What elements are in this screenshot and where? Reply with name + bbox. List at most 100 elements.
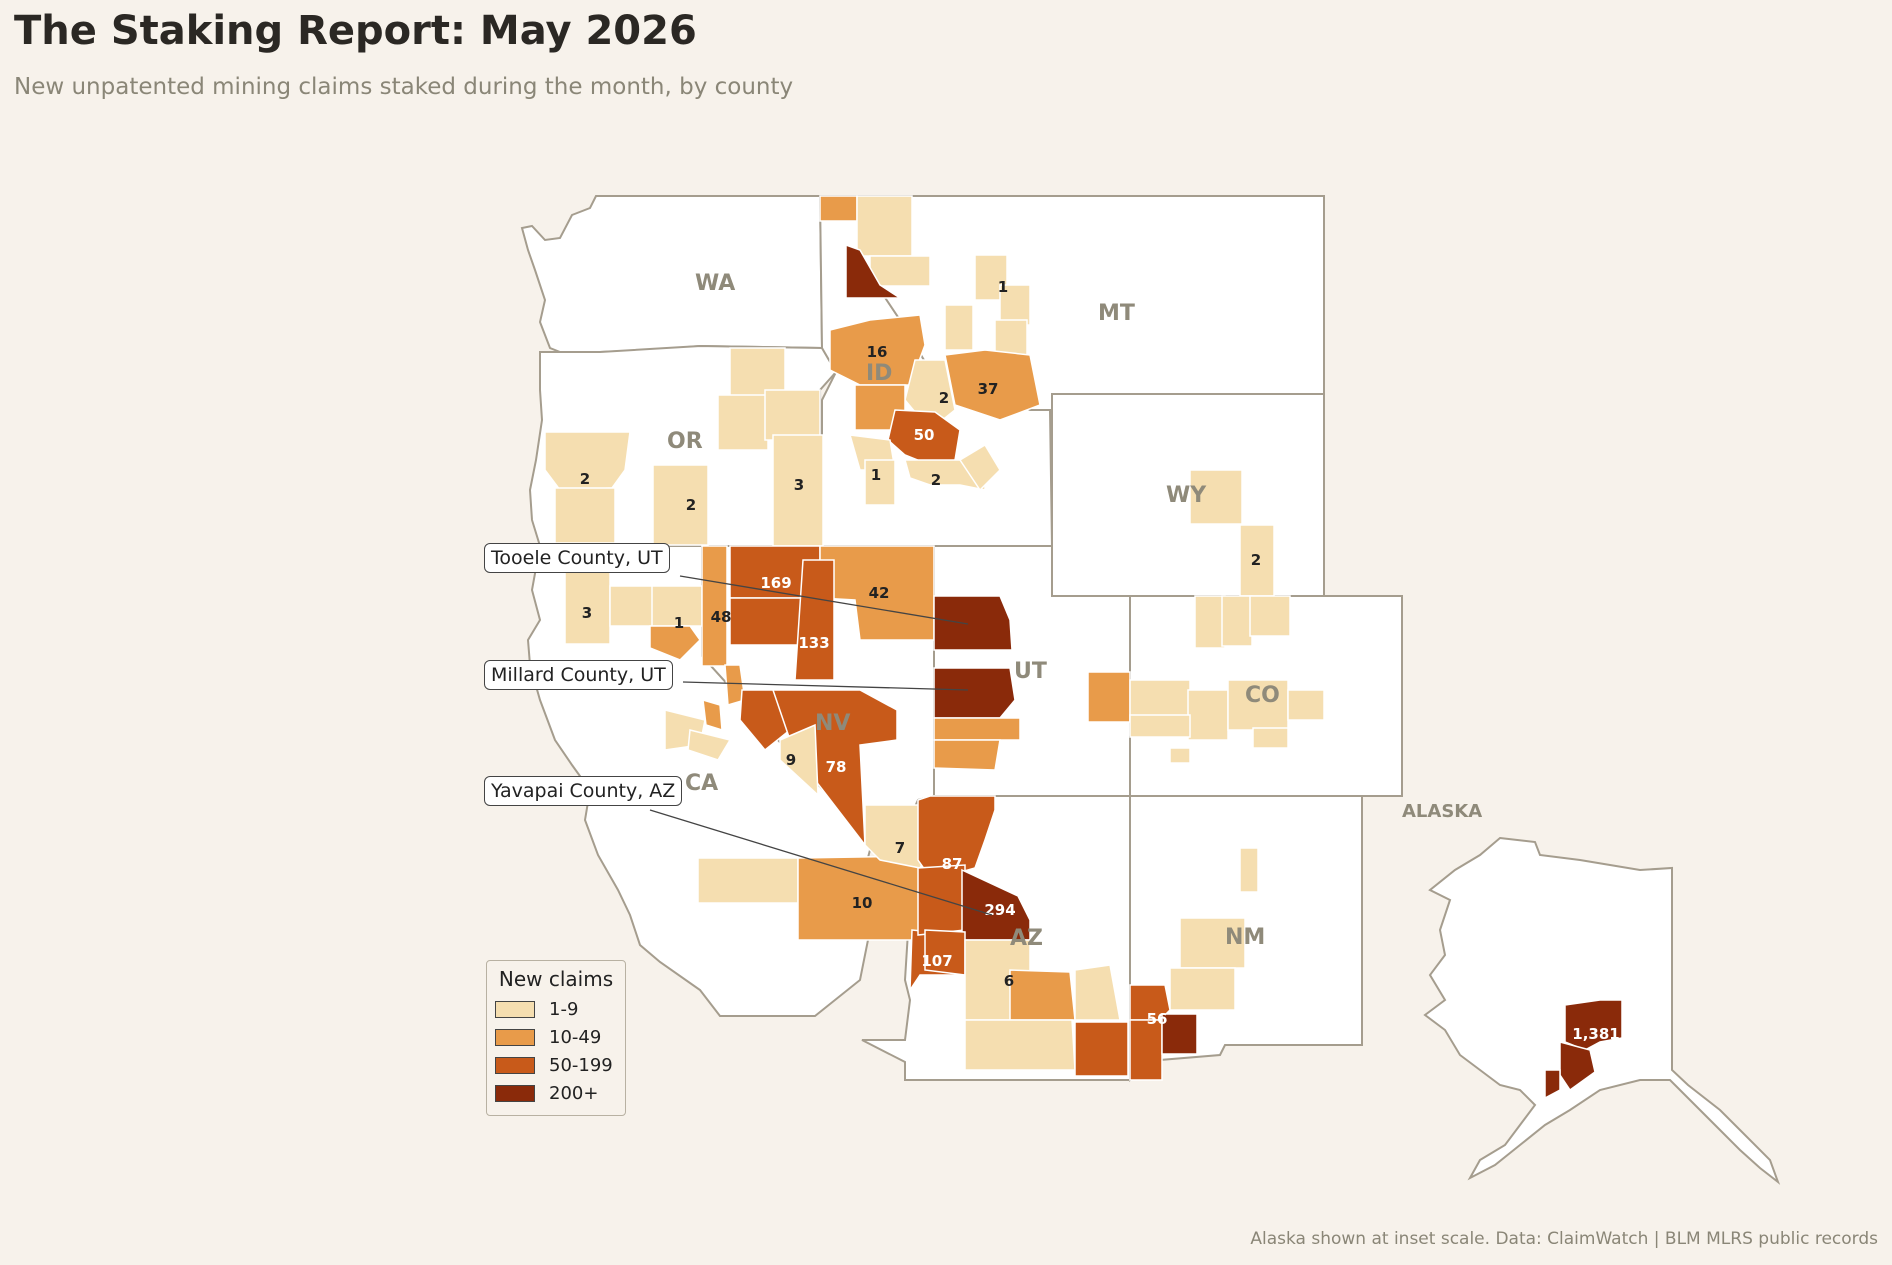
legend-item: 1-9 [495,995,617,1023]
county-fill [1564,999,1623,1051]
county-fill [1544,1069,1561,1100]
county-value-label: 3 [794,476,804,494]
county-fill [1169,967,1236,1011]
county-value-label: 294 [984,901,1015,919]
state-label-id: ID [866,361,892,386]
county-fill [961,868,1031,941]
county-fill [1239,524,1275,597]
county-fill [1239,847,1259,893]
county-value-label: 9 [786,751,796,769]
county-value-label: 7 [895,839,905,857]
county-fill [1074,1021,1129,1077]
county-fill [1009,969,1076,1021]
county-value-label: 2 [939,389,949,407]
county-fill [819,195,858,222]
county-fill [845,243,903,299]
callout-yavapai-county: Yavapai County, AZ [484,776,683,806]
state-label-nm: NM [1225,925,1265,950]
legend-swatch [495,1084,535,1102]
footer-note: Alaska shown at inset scale. Data: Claim… [1250,1229,1878,1249]
county-fill [869,255,931,287]
county-value-label: 6 [1004,972,1014,990]
county-fill [687,729,732,761]
callout-leader-line [649,809,993,916]
page-title: The Staking Report: May 2026 [14,8,697,54]
legend-swatch [495,1000,535,1018]
county-value-label: 10 [852,894,873,912]
county-fill [994,319,1028,356]
county-fill [1074,964,1121,1021]
county-fill [1129,1019,1163,1081]
county-value-label: 2 [686,496,696,514]
state-label-az: AZ [1010,926,1043,951]
legend-label: 1-9 [549,998,579,1020]
county-fill [964,1019,1076,1071]
county-fill [554,487,616,544]
county-fill [1187,689,1229,741]
legend-swatch [495,1028,535,1046]
county-fill [651,585,703,627]
state-label-ut: UT [1014,659,1047,684]
county-fill [1287,689,1325,721]
county-fill [864,459,896,506]
county-value-label: 56 [1147,1010,1168,1028]
county-fill [1087,671,1131,723]
state-label-nv: NV [815,711,850,736]
county-fill [1161,1013,1198,1055]
county-fill [1129,714,1191,738]
county-value-label: 2 [931,471,941,489]
county-value-label: 2 [1251,551,1261,569]
state-label-wa: WA [695,271,735,296]
county-fill [1249,595,1291,637]
county-fill [933,595,1013,651]
county-value-label: 78 [826,758,847,776]
county-value-label: 50 [914,426,935,444]
county-fill [772,434,824,547]
legend-item: 10-49 [495,1023,617,1051]
state-label-ca: CA [685,771,718,796]
county-fill [958,443,1001,492]
state-label-wy: WY [1166,483,1207,508]
county-value-label: 48 [711,608,732,626]
legend-label: 10-49 [549,1026,602,1048]
county-fill [652,464,709,546]
state-label-or: OR [667,429,703,454]
county-fill [649,625,701,661]
state-label-mt: MT [1098,301,1135,326]
county-fill [697,857,799,904]
legend-item: 50-199 [495,1051,617,1079]
callout-leader-line [682,681,969,691]
county-value-label: 1 [674,614,684,632]
county-fill [702,698,723,732]
county-value-label: 169 [760,574,791,592]
county-fill [933,667,1016,719]
county-value-label: 2 [580,470,590,488]
state-label-co: CO [1245,683,1280,708]
legend-title: New claims [498,967,614,991]
county-fill [701,545,728,667]
county-fill [1221,595,1253,647]
county-fill [1194,595,1226,649]
county-fill [609,585,656,627]
county-fill [1252,727,1289,749]
state-wa [520,195,824,353]
page-subtitle: New unpatented mining claims staked duri… [14,74,794,100]
county-fill [917,795,996,881]
county-fill [933,739,1001,771]
county-value-label: 16 [867,343,888,361]
county-value-label: 133 [798,634,829,652]
legend-swatch [495,1056,535,1074]
county-fill [764,389,821,441]
county-value-label: 3 [582,604,592,622]
county-value-label: 1 [998,278,1008,296]
legend-label: 200+ [549,1082,599,1104]
alaska-label: ALASKA [1402,801,1482,822]
callout-leader-line [679,575,969,625]
county-fill [933,717,1021,741]
county-value-label: 37 [978,380,999,398]
legend-label: 50-199 [549,1054,613,1076]
county-fill [944,304,974,351]
county-value-label: 87 [942,855,963,873]
callout-tooele-county: Tooele County, UT [484,543,670,573]
